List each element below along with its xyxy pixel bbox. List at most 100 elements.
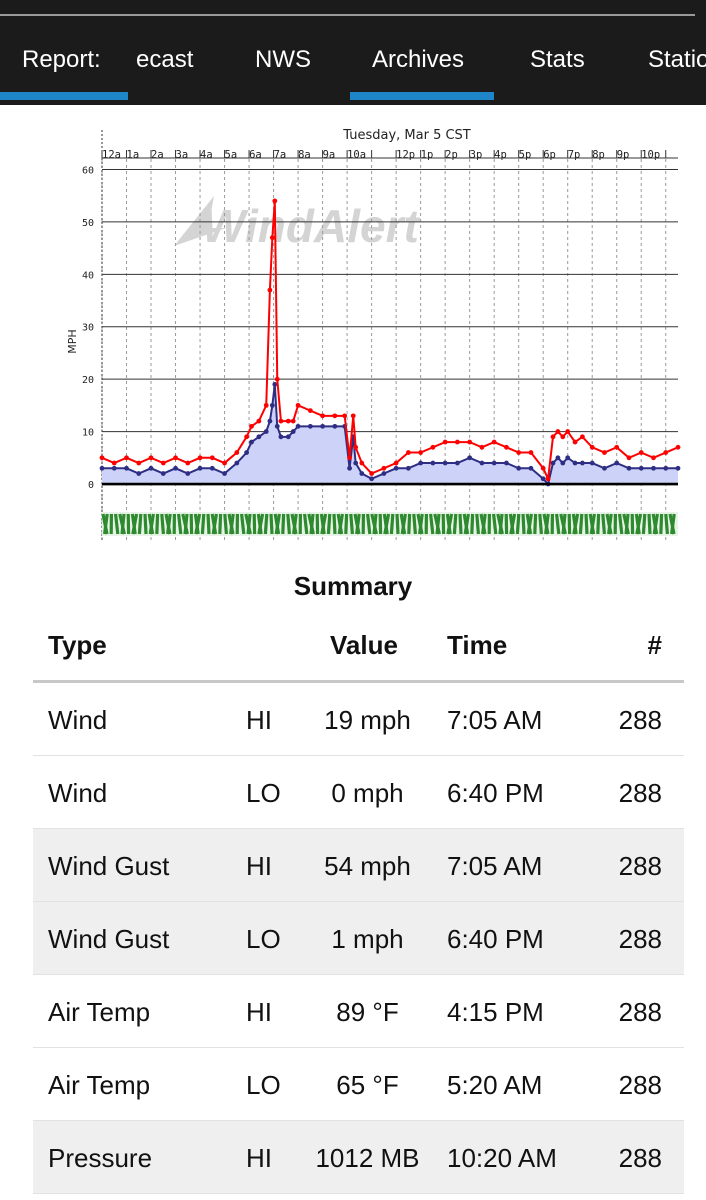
cell-type: Wind xyxy=(48,705,108,735)
wind-chart-svg: WindAlert 12a 1a 2a 3a 4a 5a 6a 7a 8a 9a 10a 12p 1p 2p… xyxy=(66,128,681,542)
x-tick-label: 3p xyxy=(470,149,483,161)
x-tick-label: 1a xyxy=(127,149,140,161)
gust-series-point xyxy=(565,429,571,434)
tab-stations[interactable]: Statio xyxy=(648,46,706,73)
direction-arrow xyxy=(337,513,344,535)
gust-series-point xyxy=(602,450,607,455)
gust-series-point xyxy=(418,450,424,455)
direction-arrow xyxy=(263,513,269,535)
gust-series-point xyxy=(545,476,551,482)
gust-series-point xyxy=(359,460,365,466)
wind-series-point xyxy=(555,455,561,461)
direction-arrow xyxy=(544,513,550,535)
x-tick-label: 6a xyxy=(249,149,262,161)
gust-series-point xyxy=(516,450,522,455)
wind-series-point xyxy=(638,465,644,471)
gust-series-point xyxy=(269,235,275,241)
wind-series-point xyxy=(249,439,254,445)
cell-hilo: HI xyxy=(246,705,272,735)
wind-series-point xyxy=(359,471,365,476)
gust-series-point xyxy=(381,465,387,471)
tab-report[interactable]: Report: xyxy=(22,46,101,73)
wind-series-point xyxy=(160,471,166,476)
table-row: Air Temp HI 89 °F 4:15 PM 288 xyxy=(33,975,684,1048)
gust-series-point xyxy=(580,434,585,440)
gust-series-point xyxy=(274,376,280,382)
direction-arrow xyxy=(223,513,228,535)
cell-time: 6:40 PM xyxy=(447,924,544,954)
direction-arrow xyxy=(578,513,584,535)
direction-arrow xyxy=(372,513,378,535)
gust-series-point xyxy=(393,460,399,466)
cell-type: Wind xyxy=(48,778,108,808)
direction-arrow xyxy=(326,513,332,535)
y-tick-label: 40 xyxy=(82,270,94,281)
direction-arrow xyxy=(292,513,298,535)
y-tick-label: 0 xyxy=(88,480,94,491)
gust-series-point xyxy=(295,402,301,408)
direction-arrow xyxy=(635,513,643,535)
cell-hilo: HI xyxy=(246,851,272,881)
gust-series-point xyxy=(614,444,620,450)
direction-arrow xyxy=(589,513,596,535)
wind-series-point xyxy=(572,460,578,466)
x-tick-label: 9p xyxy=(617,149,630,161)
direction-arrow xyxy=(521,513,526,535)
gust-series-point xyxy=(124,455,129,461)
wind-chart: WindAlert 12a 1a 2a 3a 4a 5a 6a 7a 8a 9a 10a 12p 1p 2p… xyxy=(62,124,684,554)
direction-arrow xyxy=(647,513,652,535)
gust-series-point xyxy=(185,460,191,466)
tab-forecast[interactable]: ecast xyxy=(136,46,194,73)
table-row: Wind LO 0 mph 6:40 PM 288 xyxy=(33,756,684,829)
tab-archives[interactable]: Archives xyxy=(372,46,465,73)
gust-series-point xyxy=(222,460,227,466)
direction-arrow xyxy=(155,513,160,535)
wind-series-point xyxy=(540,476,546,482)
gust-series-point xyxy=(455,439,460,445)
wind-series-point xyxy=(173,465,178,471)
cell-type: Pressure xyxy=(48,1143,153,1173)
gust-series-point xyxy=(350,413,356,419)
wind-series-point xyxy=(295,423,301,429)
wind-series-point xyxy=(614,460,620,466)
cell-value: 65 °F xyxy=(336,1070,399,1100)
y-axis-label: MPH xyxy=(66,329,79,353)
direction-arrow xyxy=(596,513,601,535)
direction-arrow xyxy=(412,513,417,535)
wind-series-point xyxy=(269,402,275,408)
wind-series-point xyxy=(222,471,227,476)
cell-value: 1012 MB xyxy=(315,1143,420,1173)
table-row: Wind HI 19 mph 7:05 AM 288 xyxy=(33,683,684,756)
cell-type: Wind Gust xyxy=(48,851,170,881)
cell-value: 1 mph xyxy=(331,924,404,954)
direction-arrow xyxy=(349,513,354,535)
direction-arrow xyxy=(229,513,235,535)
wind-area xyxy=(102,384,678,484)
direction-arrow xyxy=(281,513,286,535)
x-tick-label: 3a xyxy=(176,149,189,161)
direction-arrow xyxy=(670,513,676,535)
table-row: Air Temp LO 65 °F 5:20 AM 288 xyxy=(33,1048,684,1121)
direction-arrow xyxy=(572,513,580,535)
y-tick-label: 50 xyxy=(82,218,94,229)
direction-arrow xyxy=(538,513,543,535)
tab-stats[interactable]: Stats xyxy=(530,46,585,73)
x-tick-label: 1p xyxy=(421,149,434,161)
gust-series-point xyxy=(555,429,561,434)
wind-series-point xyxy=(197,465,203,471)
wind-series-point xyxy=(528,465,534,471)
cell-hilo: HI xyxy=(246,997,272,1027)
direction-arrow xyxy=(407,513,412,535)
cell-count: 288 xyxy=(618,1070,662,1100)
gust-series-point xyxy=(430,444,436,450)
tab-nws[interactable]: NWS xyxy=(255,46,311,73)
cell-time: 10:20 AM xyxy=(447,1143,557,1173)
wind-series-point xyxy=(124,465,129,471)
cell-count: 288 xyxy=(618,997,662,1027)
gust-series-point xyxy=(197,455,203,461)
wind-series-point xyxy=(504,460,509,466)
direction-arrow xyxy=(148,513,155,535)
direction-arrow xyxy=(418,513,424,535)
wind-series-point xyxy=(244,450,250,455)
direction-arrow xyxy=(274,513,281,535)
